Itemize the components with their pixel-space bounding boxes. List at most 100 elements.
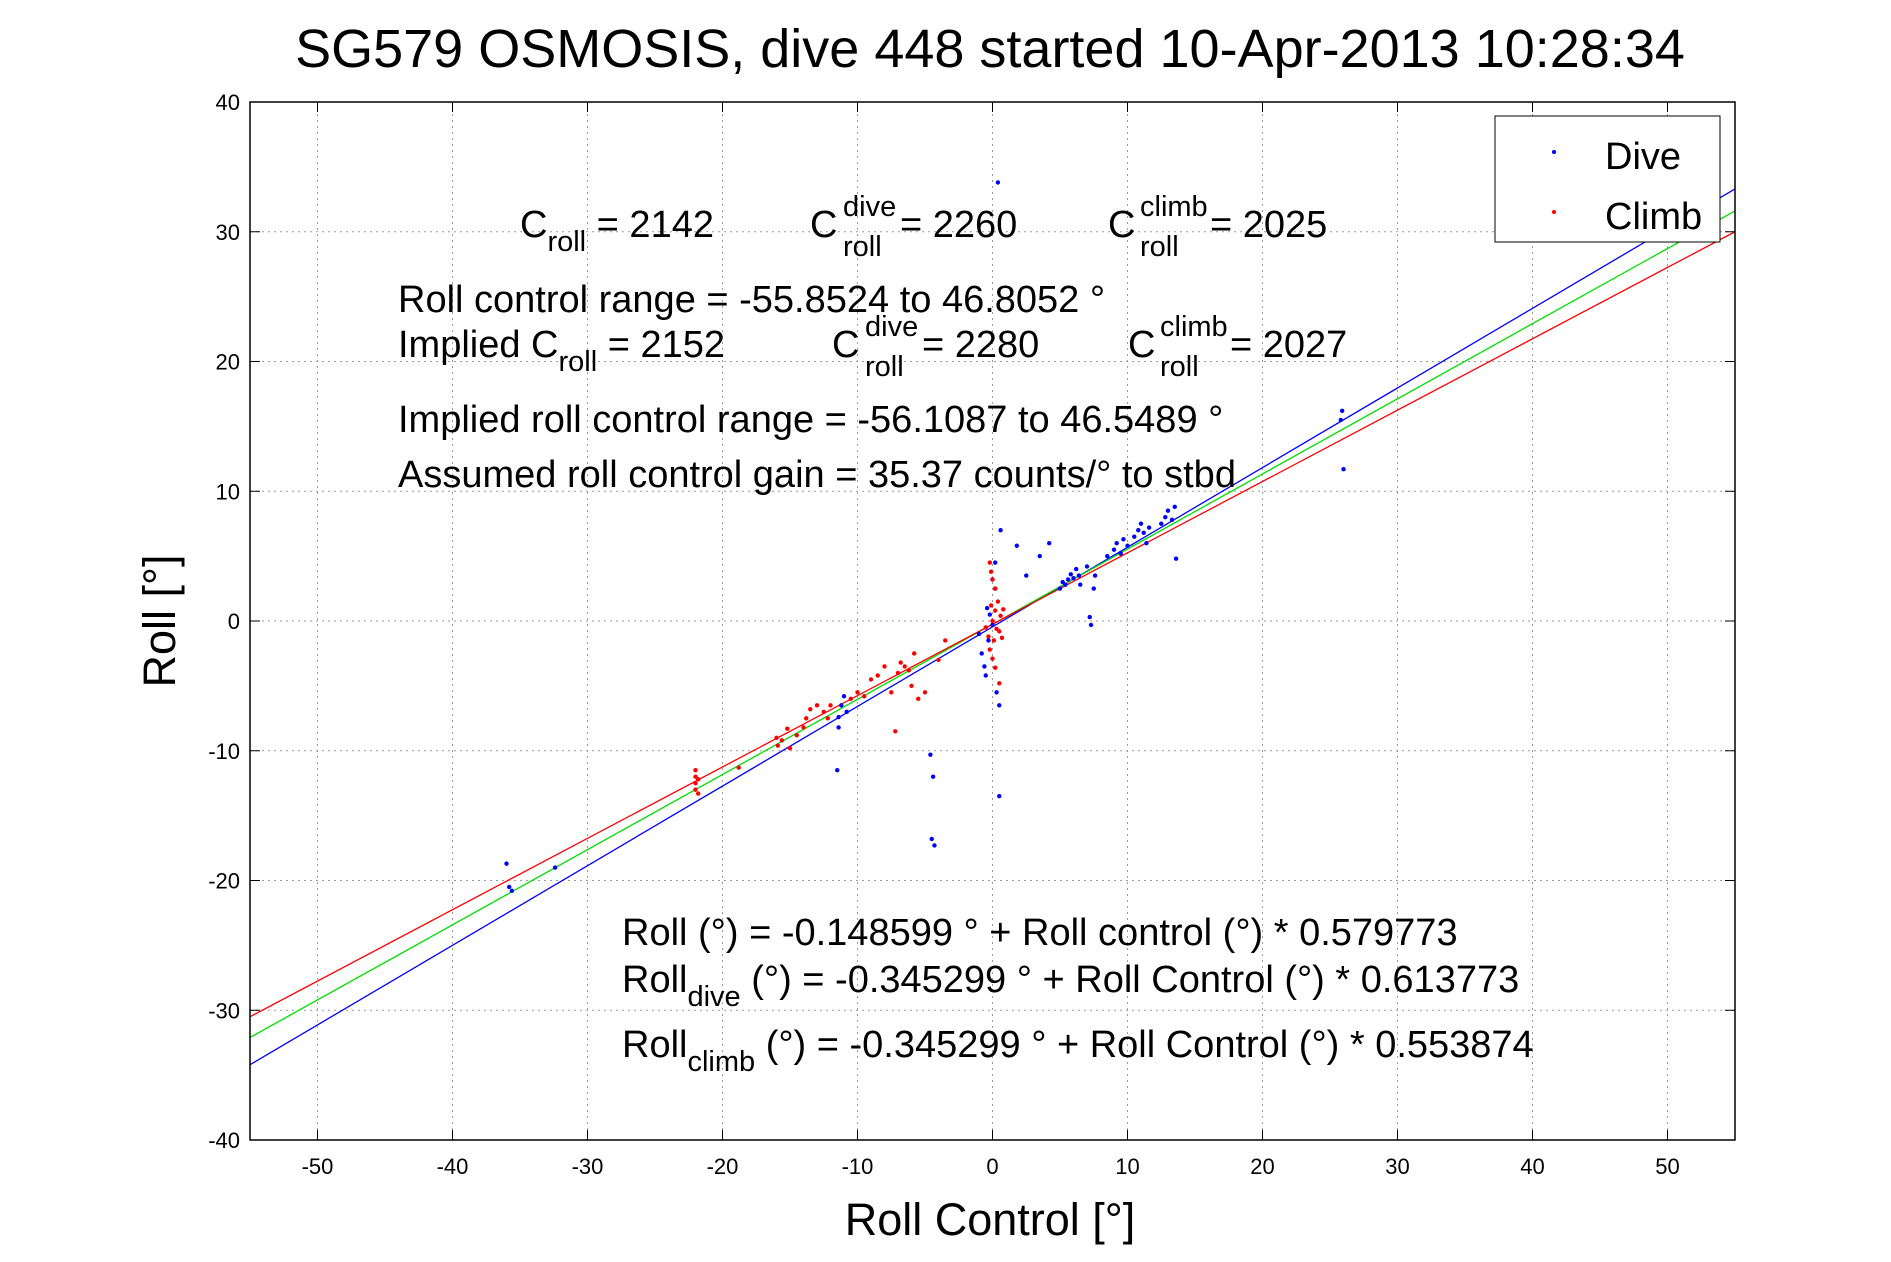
climb-point bbox=[990, 656, 995, 661]
legend-climb-label: Climb bbox=[1605, 196, 1702, 238]
dive-point bbox=[1118, 551, 1123, 556]
dive-point bbox=[1068, 572, 1074, 577]
climb-point bbox=[868, 677, 874, 682]
dive-point bbox=[1047, 540, 1052, 546]
dive-point bbox=[1024, 573, 1029, 578]
climb-point bbox=[895, 670, 901, 676]
dive-point bbox=[1057, 586, 1063, 591]
climb-point bbox=[993, 665, 998, 670]
climb-point bbox=[696, 777, 701, 782]
implied-c-roll-prefix: Implied C bbox=[398, 324, 559, 366]
fit-equation-climb-rest: (°) = -0.345299 ° + Roll Control (°) * 0… bbox=[755, 1024, 1534, 1066]
dive-point bbox=[1037, 553, 1042, 559]
c-roll-climb-base: C bbox=[1108, 204, 1135, 246]
climb-point bbox=[943, 638, 948, 643]
legend-box bbox=[1494, 115, 1721, 243]
y-axis-label: Roll [°] bbox=[134, 554, 185, 687]
dive-point bbox=[1165, 508, 1171, 513]
y-tick-label: 40 bbox=[216, 90, 240, 115]
climb-point bbox=[862, 694, 867, 699]
fit-equation-all: Roll (°) = -0.148599 ° + Roll control (°… bbox=[622, 912, 1458, 954]
y-tick-label: 20 bbox=[216, 350, 240, 375]
fit-equation-climb: Rollclimb (°) = -0.345299 ° + Roll Contr… bbox=[622, 1024, 1534, 1078]
climb-point bbox=[875, 673, 880, 678]
dive-point bbox=[552, 865, 558, 870]
x-axis-ticks: -50 -40 -30 -20 -10 0 10 20 30 40 50 bbox=[302, 102, 1680, 1179]
dive-point bbox=[997, 703, 1002, 708]
legend-dive-label: Dive bbox=[1605, 136, 1681, 178]
chart-title: SG579 OSMOSIS, dive 448 started 10-Apr-2… bbox=[295, 19, 1685, 79]
y-tick-label: -10 bbox=[208, 739, 240, 764]
dive-point bbox=[983, 673, 988, 678]
climb-point bbox=[774, 735, 779, 740]
dive-point bbox=[504, 861, 509, 866]
fit-equation-dive-base: Roll bbox=[622, 959, 687, 1001]
dive-point bbox=[993, 560, 998, 565]
dive-point bbox=[1091, 586, 1096, 591]
dive-point bbox=[990, 622, 995, 628]
dive-point bbox=[928, 752, 933, 757]
dive-point bbox=[1172, 504, 1177, 510]
dive-point bbox=[1105, 553, 1110, 559]
x-tick-label: 20 bbox=[1250, 1154, 1274, 1179]
x-tick-label: 30 bbox=[1385, 1154, 1409, 1179]
climb-point bbox=[889, 690, 894, 695]
climb-point bbox=[736, 765, 741, 770]
climb-point bbox=[993, 586, 998, 591]
dive-point bbox=[1087, 614, 1092, 620]
climb-point bbox=[983, 625, 988, 630]
roll-control-range: Roll control range = -55.8524 to 46.8052… bbox=[398, 279, 1105, 321]
legend-dive-marker bbox=[1552, 150, 1556, 154]
fit-equation-dive-rest: (°) = -0.345299 ° + Roll Control (°) * 0… bbox=[741, 959, 1520, 1001]
dive-point bbox=[1132, 534, 1137, 539]
climb-point bbox=[936, 657, 941, 663]
climb-point bbox=[693, 787, 698, 792]
dive-point bbox=[836, 725, 841, 730]
c-roll-climb-sup: climb bbox=[1140, 191, 1208, 223]
climb-point bbox=[785, 726, 790, 731]
fit-equation-climb-sub: climb bbox=[687, 1046, 755, 1078]
dive-point bbox=[1339, 408, 1345, 414]
dive-point bbox=[1063, 582, 1068, 587]
c-roll-dive-base: C bbox=[810, 204, 837, 246]
climb-point bbox=[997, 681, 1002, 686]
x-axis-label: Roll Control [°] bbox=[845, 1194, 1136, 1245]
y-axis-ticks: 40 30 20 10 0 -10 -20 -30 -40 bbox=[208, 90, 1735, 1153]
climb-point bbox=[882, 664, 887, 669]
dive-point bbox=[1138, 521, 1144, 526]
climb-point bbox=[825, 716, 830, 721]
climb-point bbox=[804, 716, 809, 721]
implied-c-roll-value: = 2152 bbox=[597, 324, 725, 366]
dive-point bbox=[998, 527, 1003, 533]
dive-point bbox=[1163, 515, 1168, 520]
y-tick-label: -30 bbox=[208, 998, 240, 1023]
climb-point bbox=[779, 738, 785, 743]
x-tick-label: -10 bbox=[842, 1154, 874, 1179]
dive-point bbox=[1078, 582, 1083, 587]
x-tick-label: 10 bbox=[1115, 1154, 1139, 1179]
dive-point bbox=[1169, 517, 1175, 522]
climb-point bbox=[993, 608, 998, 613]
climb-point bbox=[801, 725, 806, 730]
implied-c-roll-sub: roll bbox=[559, 346, 598, 378]
implied-roll-control-range: Implied roll control range = -56.1087 to… bbox=[398, 399, 1223, 441]
dive-point bbox=[976, 631, 982, 637]
dive-point bbox=[1146, 525, 1152, 530]
dive-point bbox=[1084, 564, 1090, 569]
dive-point bbox=[509, 888, 515, 894]
y-tick-label: -40 bbox=[208, 1128, 240, 1153]
implied-c-roll-climb-sub: roll bbox=[1160, 351, 1199, 383]
climb-point bbox=[912, 651, 917, 656]
dive-point bbox=[1159, 521, 1164, 526]
c-roll-base: C bbox=[520, 204, 547, 246]
dive-point bbox=[1173, 556, 1179, 561]
climb-point bbox=[775, 743, 781, 748]
climb-point bbox=[987, 560, 992, 565]
fit-equation-dive: Rolldive (°) = -0.345299 ° + Roll Contro… bbox=[622, 959, 1519, 1013]
c-roll-dive-sup: dive bbox=[843, 191, 896, 223]
climb-point bbox=[909, 683, 914, 689]
climb-point bbox=[902, 664, 907, 669]
dive-point bbox=[507, 884, 512, 890]
climb-point bbox=[893, 729, 898, 734]
